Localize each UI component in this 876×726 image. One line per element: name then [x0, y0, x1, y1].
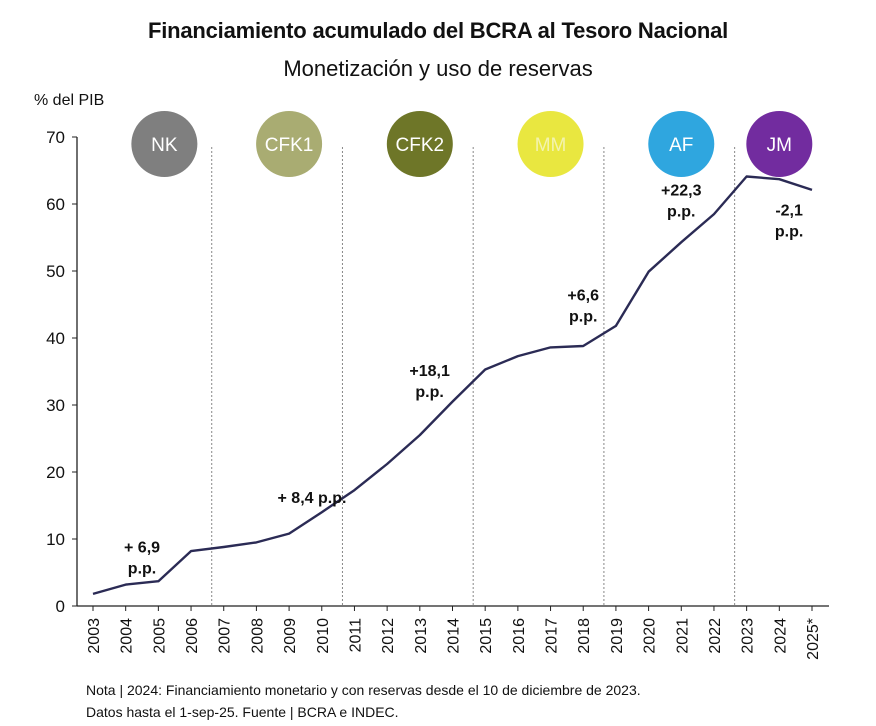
- y-tick-label: 60: [46, 195, 65, 214]
- y-axis-ticks: 0 10 20 30 40 50 60 70: [46, 128, 77, 616]
- x-tick-label: 2011: [347, 618, 364, 653]
- period-marker-cfk1: CFK1: [256, 111, 323, 177]
- y-tick-label: 0: [56, 597, 65, 616]
- annotation-line: p.p.: [775, 223, 803, 240]
- change-annotation: +18,1 p.p.: [409, 363, 450, 401]
- x-tick-label: 2018: [576, 618, 593, 654]
- x-tick-label: 2008: [249, 618, 266, 654]
- footnote-line-2: Datos hasta el 1-sep-25. Fuente | BCRA e…: [86, 704, 399, 720]
- y-tick-label: 20: [46, 463, 65, 482]
- change-annotation: -2,1 p.p.: [775, 202, 803, 240]
- x-tick-label: 2007: [217, 618, 234, 654]
- period-marker-af: AF: [648, 111, 715, 177]
- annotation-line: +6,6: [567, 287, 599, 304]
- annotation-line: p.p.: [415, 384, 443, 401]
- change-annotation: +22,3 p.p.: [661, 182, 702, 220]
- period-marker-mm: MM: [517, 111, 584, 177]
- period-circle: [648, 111, 715, 177]
- annotation-line: -2,1: [775, 202, 803, 219]
- y-tick-label: 40: [46, 329, 65, 348]
- x-tick-label: 2022: [707, 618, 724, 654]
- series-lines: [92, 175, 813, 596]
- period-label: CFK1: [265, 135, 314, 156]
- x-tick-label: 2006: [184, 618, 201, 654]
- period-label: JM: [767, 135, 792, 156]
- x-tick-label: 2009: [282, 618, 299, 654]
- change-annotation: +6,6 p.p.: [567, 287, 599, 325]
- period-circle: [256, 111, 323, 177]
- x-tick-label: 2019: [609, 618, 626, 654]
- x-tick-label: 2014: [446, 618, 463, 654]
- x-tick-label: 2020: [642, 618, 659, 654]
- y-tick-label: 70: [46, 128, 65, 147]
- period-circle: [746, 111, 813, 177]
- annotation-line: p.p.: [569, 308, 597, 325]
- y-tick-label: 30: [46, 396, 65, 415]
- annotation-line: +22,3: [661, 182, 702, 199]
- series-line: [92, 175, 813, 596]
- annotation-line: +18,1: [409, 363, 450, 380]
- annotation-line: + 8,4 p.p.: [278, 490, 347, 507]
- period-circle: [386, 111, 453, 177]
- period-circle: [517, 111, 584, 177]
- annotation-line: p.p.: [128, 560, 156, 577]
- x-tick-label: 2010: [315, 618, 332, 654]
- period-markers: NK CFK1 CFK2 MM AF JM: [131, 111, 813, 177]
- y-tick-label: 10: [46, 530, 65, 549]
- period-label: CFK2: [396, 135, 445, 156]
- change-annotation: + 6,9 p.p.: [124, 539, 160, 577]
- period-marker-nk: NK: [131, 111, 198, 177]
- axes: [76, 137, 829, 607]
- period-label: AF: [669, 135, 693, 156]
- period-dividers: [211, 147, 736, 606]
- y-tick-label: 50: [46, 262, 65, 281]
- x-tick-label: 2016: [511, 618, 528, 654]
- x-tick-label: 2021: [674, 618, 691, 654]
- chart-subtitle: Monetización y uso de reservas: [283, 56, 593, 81]
- y-axis-label: % del PIB: [34, 92, 105, 109]
- x-tick-label: 2012: [380, 618, 397, 654]
- x-tick-label: 2004: [119, 618, 136, 654]
- x-tick-label: 2003: [86, 618, 103, 654]
- x-axis-ticks: 2003 2004 2005 2006 2007 2008 2009 2010 2011 2012…: [86, 606, 822, 660]
- x-tick-label: 2005: [151, 618, 168, 654]
- x-tick-label: 2015: [478, 618, 495, 654]
- x-tick-label: 2025*: [805, 618, 822, 660]
- period-marker-cfk2: CFK2: [386, 111, 453, 177]
- period-circle: [131, 111, 198, 177]
- x-tick-label: 2024: [772, 618, 789, 654]
- period-marker-jm: JM: [746, 111, 813, 177]
- footnote-line-1: Nota | 2024: Financiamiento monetario y …: [86, 682, 641, 698]
- x-tick-label: 2023: [740, 618, 757, 654]
- period-label: MM: [535, 135, 567, 156]
- x-tick-label: 2013: [413, 618, 430, 654]
- period-label: NK: [151, 135, 178, 156]
- annotation-line: p.p.: [667, 203, 695, 220]
- chart-title: Financiamiento acumulado del BCRA al Tes…: [147, 18, 729, 43]
- annotations: + 6,9 p.p.+ 8,4 p.p.+18,1 p.p.+6,6 p.p.+22,…: [124, 182, 803, 577]
- change-annotation: + 8,4 p.p.: [278, 490, 347, 507]
- x-tick-label: 2017: [544, 618, 561, 654]
- annotation-line: + 6,9: [124, 539, 160, 556]
